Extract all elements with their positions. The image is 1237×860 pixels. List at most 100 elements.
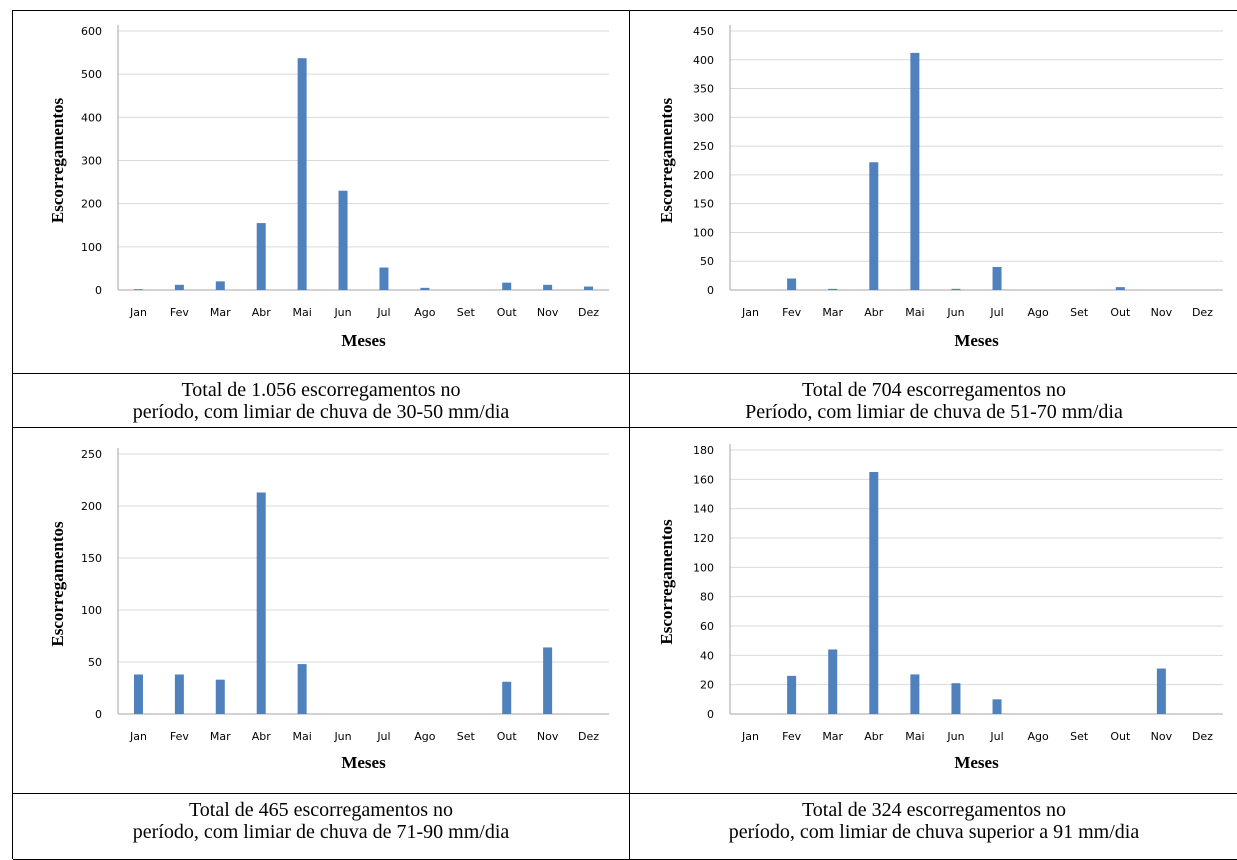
- x-tick-label: Jan: [741, 730, 759, 743]
- y-tick-label: 50: [700, 255, 714, 268]
- x-tick-label: Set: [1070, 306, 1089, 319]
- x-tick-label: Ago: [414, 730, 436, 743]
- y-tick-label: 100: [693, 226, 714, 239]
- x-tick-label: Dez: [578, 306, 599, 319]
- bar-fev: [174, 674, 184, 714]
- y-tick-label: 100: [693, 561, 714, 574]
- y-tick-label: 80: [700, 591, 714, 604]
- y-tick-label: 100: [81, 241, 102, 254]
- y-tick-label: 150: [81, 552, 102, 565]
- bar-out: [502, 282, 512, 290]
- x-tick-label: Set: [457, 730, 476, 743]
- x-tick-label: Set: [457, 306, 476, 319]
- x-tick-label: Nov: [537, 306, 559, 319]
- chart-91mm-plus: 0 20 40 60 80 100 120 140 160 180 Jan Fev Mar Abr Mai J…: [657, 444, 1223, 772]
- x-tick-label: Jan: [129, 306, 147, 319]
- x-tick-label: Ago: [1028, 306, 1050, 319]
- y-tick-label: 250: [693, 140, 714, 153]
- bar-mai: [297, 58, 307, 290]
- x-tick-label: Jan: [129, 730, 147, 743]
- x-tick-label: Mar: [822, 730, 843, 743]
- y-tick-label: 20: [700, 679, 714, 692]
- y-tick-label: 450: [693, 25, 714, 38]
- y-tick-label: 100: [81, 604, 102, 617]
- x-tick-label: Abr: [252, 306, 272, 319]
- bar-mai: [910, 52, 920, 291]
- x-tick-label: Jul: [376, 730, 390, 743]
- x-tick-label: Jul: [989, 730, 1003, 743]
- y-tick-label: 200: [693, 169, 714, 182]
- x-tick-label: Jun: [333, 730, 351, 743]
- x-tick-label: Mar: [822, 306, 843, 319]
- y-tick-label: 0: [95, 284, 102, 297]
- x-tick-label: Nov: [537, 730, 559, 743]
- x-tick-label: Jul: [989, 306, 1003, 319]
- bar-fev: [787, 278, 797, 290]
- x-tick-label: Nov: [1151, 730, 1173, 743]
- bar-abr: [869, 472, 879, 714]
- caption-line: período, com limiar de chuva de 30-50 mm…: [132, 401, 510, 423]
- y-axis-title: Escorregamentos: [48, 521, 67, 647]
- bar-jun: [951, 683, 961, 714]
- bar-ago: [420, 287, 430, 290]
- bar-jul: [992, 266, 1002, 290]
- bar-jul: [992, 699, 1002, 714]
- x-tick-label: Dez: [1192, 730, 1213, 743]
- y-tick-label: 0: [707, 284, 714, 297]
- bar-mai: [910, 674, 920, 714]
- bar-mar: [215, 281, 225, 290]
- bar-abr: [869, 162, 879, 290]
- y-tick-label: 160: [693, 473, 714, 486]
- y-tick-label: 400: [693, 54, 714, 67]
- bar-out: [502, 681, 512, 714]
- y-tick-label: 600: [81, 25, 102, 38]
- bar-abr: [256, 223, 266, 290]
- x-tick-label: Fev: [782, 730, 801, 743]
- caption-line: Total de 465 escorregamentos no: [188, 799, 454, 821]
- bar-nov: [1156, 668, 1166, 714]
- y-tick-label: 40: [700, 649, 714, 662]
- x-tick-label: Jan: [741, 306, 759, 319]
- caption-line: Total de 1.056 escorregamentos no: [181, 379, 461, 401]
- x-tick-label: Mai: [292, 730, 311, 743]
- x-tick-label: Abr: [864, 730, 884, 743]
- x-axis-title: Meses: [341, 753, 386, 772]
- y-axis-title: Escorregamentos: [48, 97, 67, 223]
- chart-30-50mm: 0 100 200 300 400 500 600 Jan Fev Mar Abr Mai Jun Jul…: [48, 25, 609, 350]
- x-tick-label: Abr: [864, 306, 884, 319]
- caption-cell-2: Total de 704 escorregamentos no Período,…: [630, 374, 1237, 428]
- y-tick-label: 120: [693, 532, 714, 545]
- x-tick-label: Fev: [170, 306, 189, 319]
- caption-line: Total de 324 escorregamentos no: [801, 799, 1067, 821]
- caption-cell-3: Total de 465 escorregamentos no período,…: [13, 794, 630, 860]
- x-tick-label: Mar: [210, 306, 231, 319]
- y-tick-label: 300: [693, 111, 714, 124]
- caption-cell-1: Total de 1.056 escorregamentos no períod…: [13, 374, 630, 428]
- chart-cell-1: 0 100 200 300 400 500 600 Jan Fev Mar Abr Mai Jun Jul…: [13, 11, 630, 374]
- x-tick-label: Ago: [1028, 730, 1050, 743]
- bar-fev: [174, 284, 184, 290]
- bar-mai: [297, 664, 307, 714]
- y-tick-label: 200: [81, 500, 102, 513]
- y-tick-label: 140: [693, 503, 714, 516]
- bar-jun: [338, 190, 348, 290]
- y-tick-label: 60: [700, 620, 714, 633]
- x-tick-label: Jun: [333, 306, 351, 319]
- bar-nov: [543, 647, 553, 714]
- x-tick-label: Ago: [414, 306, 436, 319]
- bar-dez: [584, 286, 594, 290]
- x-tick-label: Dez: [578, 730, 599, 743]
- bar-jan: [133, 289, 143, 290]
- x-tick-label: Jun: [946, 730, 964, 743]
- chart-cell-2: 0 50 100 150 200 250 300 350 400 450 Jan Fev Mar Abr M…: [630, 11, 1237, 374]
- x-tick-label: Out: [497, 730, 518, 743]
- y-tick-label: 400: [81, 111, 102, 124]
- y-tick-label: 180: [693, 444, 714, 457]
- bar-jan: [133, 674, 143, 714]
- bar-nov: [543, 284, 553, 290]
- chart-cell-4: 0 20 40 60 80 100 120 140 160 180 Jan Fev Mar Abr Mai J…: [630, 428, 1237, 794]
- y-tick-label: 0: [95, 708, 102, 721]
- y-tick-label: 300: [81, 155, 102, 168]
- bar-mar: [828, 288, 838, 290]
- chart-71-90mm: 0 50 100 150 200 250 Jan Fev Mar Abr Mai Jun Jul Ago S…: [48, 448, 609, 772]
